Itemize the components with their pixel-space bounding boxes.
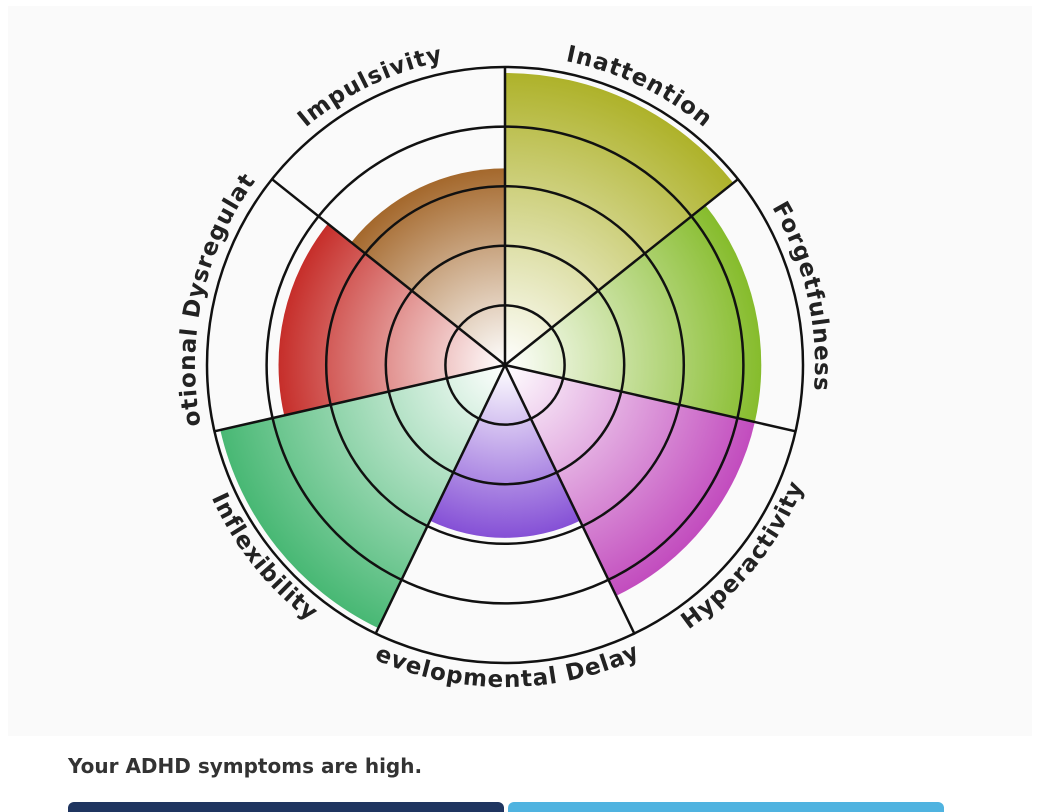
chart: InattentionForgetfulnessHyperactivityDev… (0, 0, 835, 693)
sector (278, 223, 505, 416)
button[interactable] (508, 802, 944, 812)
divider (271, 178, 506, 366)
sector (505, 365, 755, 596)
sector (351, 168, 505, 365)
category-label: Impulsivity (293, 42, 444, 133)
divider (504, 178, 739, 366)
category-label-group: Forgetfulness (767, 197, 835, 392)
sector (505, 72, 734, 366)
result-text: Your ADHD symptoms are high. (68, 754, 423, 778)
category-label-group: Impulsivity (293, 42, 445, 133)
sector (505, 205, 762, 423)
category-label: Emotional Dysregulation (0, 0, 260, 428)
category-label: Forgetfulness (767, 197, 834, 392)
sector (430, 365, 580, 538)
category-label-group: Emotional Dysregulation (0, 0, 261, 428)
button[interactable] (68, 802, 504, 812)
divider (374, 364, 507, 635)
divider (214, 363, 506, 433)
divider (504, 363, 796, 433)
sector (220, 365, 506, 629)
divider (503, 364, 636, 635)
